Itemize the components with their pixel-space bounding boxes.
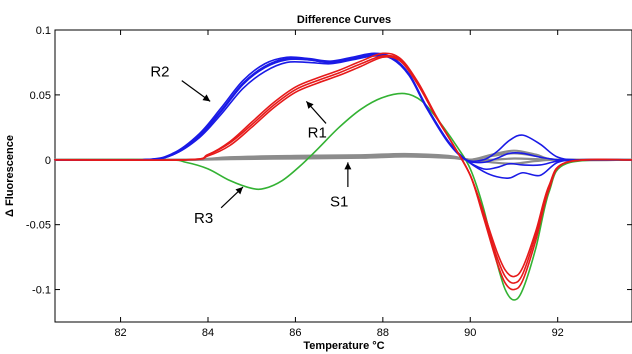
y-axis-label: Δ Fluorescence: [4, 135, 16, 217]
y-tick-label: 0: [45, 155, 51, 167]
annotation-label-s1: S1: [330, 193, 348, 210]
y-tick-label: -0.1: [32, 285, 51, 297]
x-axis-label: Temperature °C: [303, 340, 384, 352]
x-axis: 82 84 86 88 90 92: [114, 30, 564, 339]
annotation-label-r2: R2: [150, 64, 169, 81]
annotation-arrowhead-r1: [306, 101, 314, 109]
x-tick-label: 84: [202, 327, 214, 339]
x-tick-label: 92: [552, 327, 564, 339]
x-tick-label: 86: [289, 327, 301, 339]
annotation-label-r1: R1: [308, 125, 327, 142]
y-axis: 0.1 0.05 0 -0.05 -0.1: [26, 25, 632, 297]
series-line-red: [54, 52, 632, 291]
x-tick-label: 82: [114, 327, 126, 339]
annotation-label-r3: R3: [194, 210, 213, 227]
x-tick-label: 90: [464, 327, 476, 339]
x-tick-label: 88: [377, 327, 389, 339]
annotation-arrowhead-r3: [235, 187, 243, 195]
y-tick-label: 0.05: [30, 90, 51, 102]
series-line-green: [54, 92, 632, 301]
y-tick-label: 0.1: [36, 25, 51, 37]
y-tick-label: -0.05: [26, 220, 51, 232]
series-layer: [53, 52, 632, 301]
annotation-arrowhead-s1: [344, 162, 352, 170]
series-line-blue: [54, 53, 632, 164]
annotation-layer: R2 R1 R3 S1: [150, 64, 352, 227]
series-line-gray: [53, 154, 632, 165]
plot-area-frame: [54, 29, 632, 323]
annotation-arrowhead-r2: [202, 94, 211, 102]
chart-title: Difference Curves: [297, 14, 391, 26]
